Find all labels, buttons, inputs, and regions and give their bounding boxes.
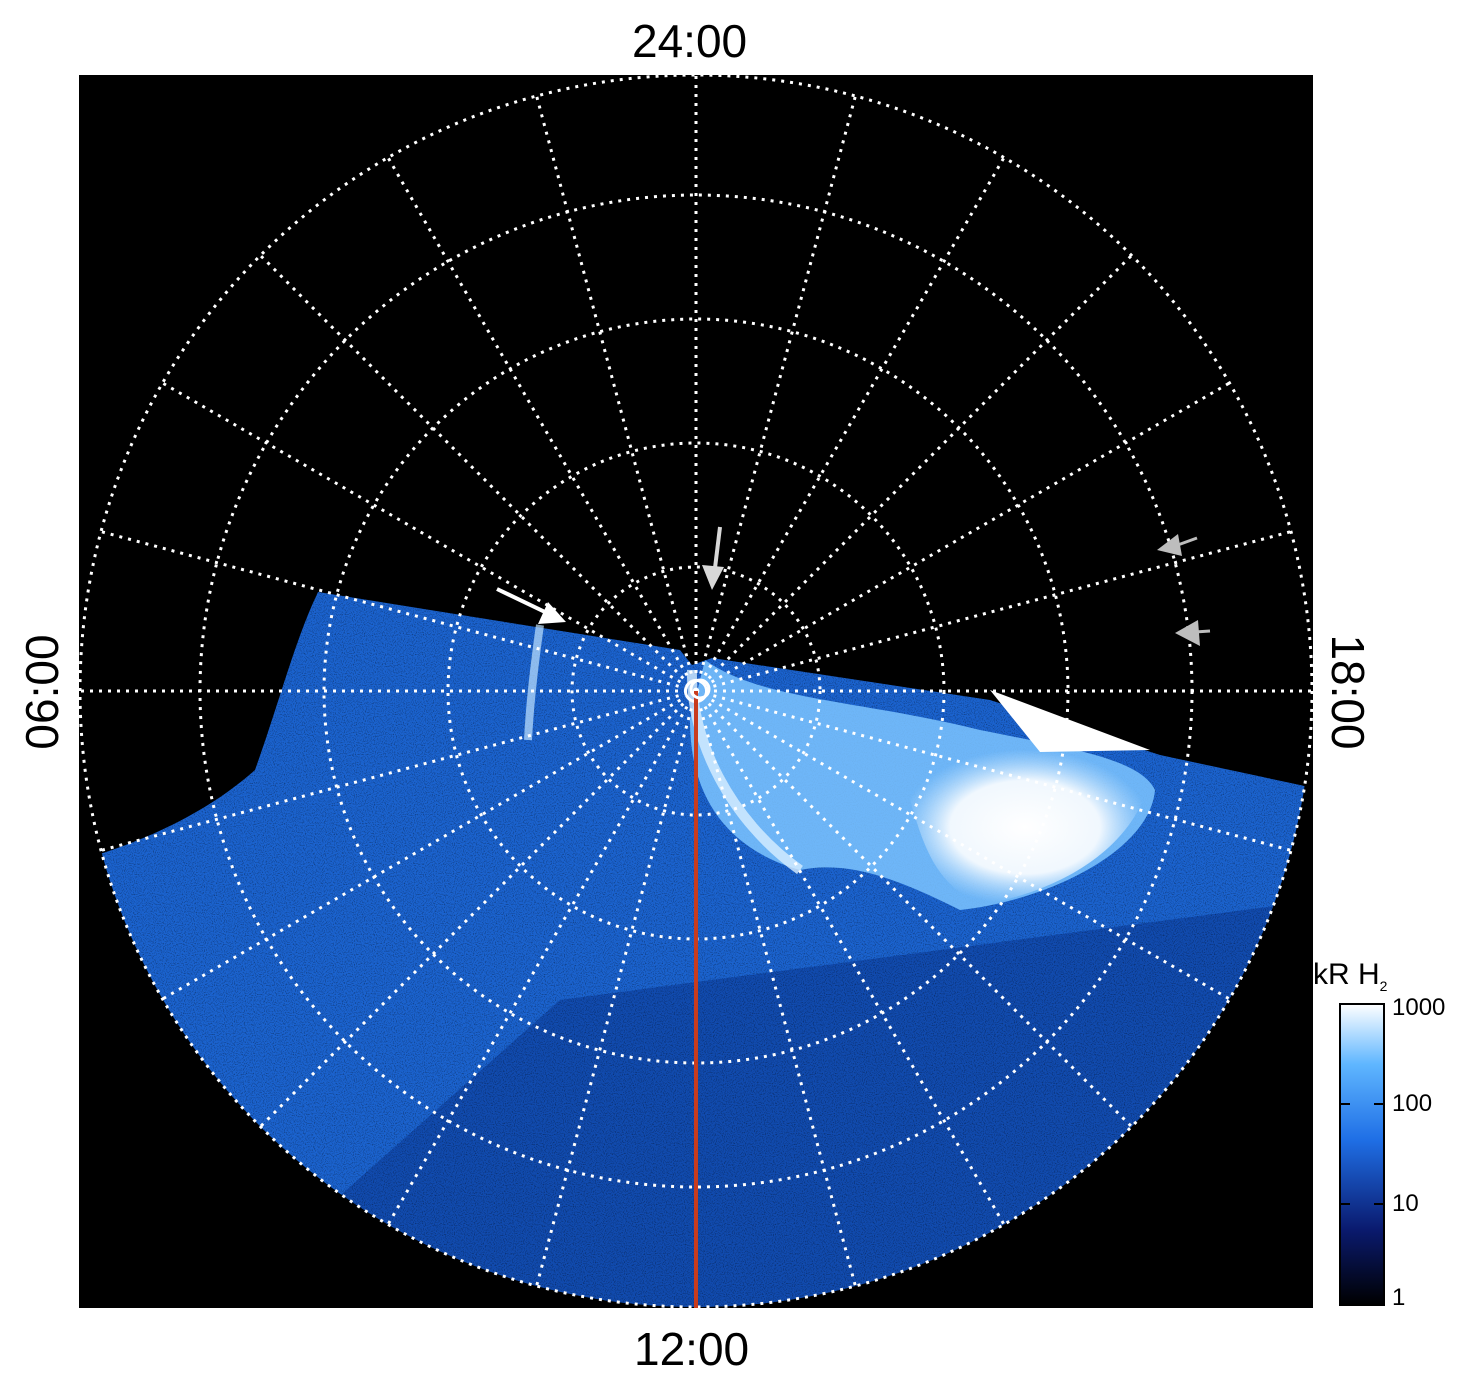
colorbar-unit-subscript: 2 xyxy=(1379,978,1388,994)
grid-meridian xyxy=(694,254,1133,693)
grid-meridian xyxy=(695,689,1292,852)
arrow-white-oval xyxy=(496,587,566,624)
colorbar xyxy=(1339,1003,1385,1306)
grid-meridian xyxy=(694,156,1006,692)
colorbar-tick-label: 100 xyxy=(1392,1090,1433,1117)
grid-meridian xyxy=(161,381,697,693)
local-time-label-dusk: 18:00 xyxy=(1322,634,1374,750)
grid-meridian xyxy=(161,689,697,1001)
grid-meridian xyxy=(694,689,1133,1128)
colorbar-ticks xyxy=(1340,1103,1384,1205)
local-time-label-midnight: 24:00 xyxy=(632,15,748,67)
grid-meridian xyxy=(694,690,857,1287)
grid-meridian xyxy=(100,689,697,852)
grid-meridian xyxy=(694,690,1006,1226)
local-time-label-dawn: 06:00 xyxy=(16,634,68,750)
colorbar-tick-label: 1 xyxy=(1392,1284,1406,1311)
local-time-label-noon: 12:00 xyxy=(634,1323,750,1375)
grid-circle xyxy=(570,565,822,817)
grid-meridian xyxy=(695,530,1292,693)
grid-meridian xyxy=(695,381,1231,693)
arrow-gray-upper xyxy=(1157,534,1198,556)
grid-meridian xyxy=(695,689,1231,1001)
grid-meridian xyxy=(535,95,698,692)
colorbar-unit: kR H xyxy=(1313,958,1380,991)
grid-meridian xyxy=(386,690,698,1226)
polar-grid xyxy=(78,73,1314,1309)
colorbar-title: kR H2 xyxy=(1313,958,1387,994)
grid-meridian xyxy=(535,690,698,1287)
grid-meridian xyxy=(386,156,698,692)
grid-circle xyxy=(78,73,1314,1309)
arrow-gray-lower xyxy=(1175,620,1211,646)
pole-marker xyxy=(689,678,711,700)
grid-meridian xyxy=(100,530,697,693)
grid-meridian xyxy=(694,95,857,692)
colorbar-tick-label: 1000 xyxy=(1392,994,1446,1021)
grid-meridian xyxy=(259,689,698,1128)
arrow-light-gray-pole xyxy=(702,526,724,590)
grid-meridian xyxy=(259,254,698,693)
colorbar-tick-label: 10 xyxy=(1392,1190,1419,1217)
